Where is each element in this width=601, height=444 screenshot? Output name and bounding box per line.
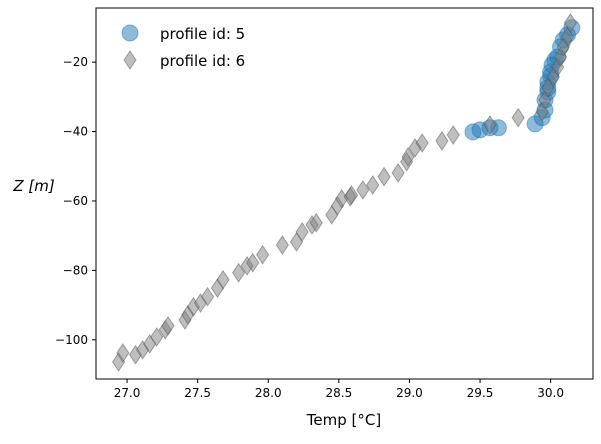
x-axis: 27.0 27.5 28.0 28.5 29.0 29.5 30.0 <box>114 379 564 400</box>
x-tick-label: 29.5 <box>467 386 494 400</box>
point-profile-6 <box>216 269 230 290</box>
point-profile-6 <box>415 133 429 153</box>
point-profile-6 <box>483 115 497 135</box>
x-tick-label: 27.5 <box>184 386 211 400</box>
legend-label-profile-6: profile id: 6 <box>160 52 245 70</box>
point-profile-6 <box>435 131 449 151</box>
point-profile-6 <box>356 179 370 200</box>
y-tick-label: −40 <box>63 125 88 139</box>
point-profile-6 <box>232 262 246 283</box>
point-profile-6 <box>366 175 380 195</box>
point-profile-6 <box>116 343 130 363</box>
point-profile-6 <box>344 185 359 205</box>
legend-label-profile-5: profile id: 5 <box>160 25 245 43</box>
plot-marks <box>111 13 581 372</box>
point-profile-6 <box>377 166 391 187</box>
x-axis-label: Temp [°C] <box>306 411 381 429</box>
axes-frame <box>95 7 594 380</box>
point-profile-6 <box>246 252 260 273</box>
point-profile-6 <box>200 286 215 307</box>
y-tick-label: −100 <box>55 333 88 347</box>
point-profile-6 <box>256 244 270 265</box>
legend: profile id: 5 profile id: 6 <box>121 24 245 70</box>
y-axis-label: Z [m] <box>12 177 55 195</box>
legend-marker-circle <box>121 24 139 42</box>
point-profile-6 <box>563 13 578 33</box>
point-profile-6 <box>446 125 460 145</box>
point-profile-6 <box>309 212 323 233</box>
point-profile-6 <box>391 162 405 183</box>
point-profile-6 <box>275 235 289 255</box>
point-profile-6 <box>161 315 175 336</box>
y-tick-label: −60 <box>63 194 88 208</box>
y-tick-label: −80 <box>63 263 88 277</box>
y-tick-label: −20 <box>63 55 88 69</box>
x-tick-label: 28.0 <box>255 386 282 400</box>
point-profile-6 <box>541 77 555 98</box>
x-tick-label: 29.0 <box>396 386 423 400</box>
point-profile-6 <box>150 327 164 347</box>
point-profile-6 <box>295 221 309 242</box>
y-axis: −20 −40 −60 −80 −100 <box>55 55 96 347</box>
point-profile-6 <box>511 107 525 128</box>
legend-marker-diamond <box>123 50 137 70</box>
x-tick-label: 30.0 <box>537 386 564 400</box>
x-tick-label: 28.5 <box>325 386 352 400</box>
point-profile-6 <box>401 146 415 167</box>
x-tick-label: 27.0 <box>114 386 141 400</box>
